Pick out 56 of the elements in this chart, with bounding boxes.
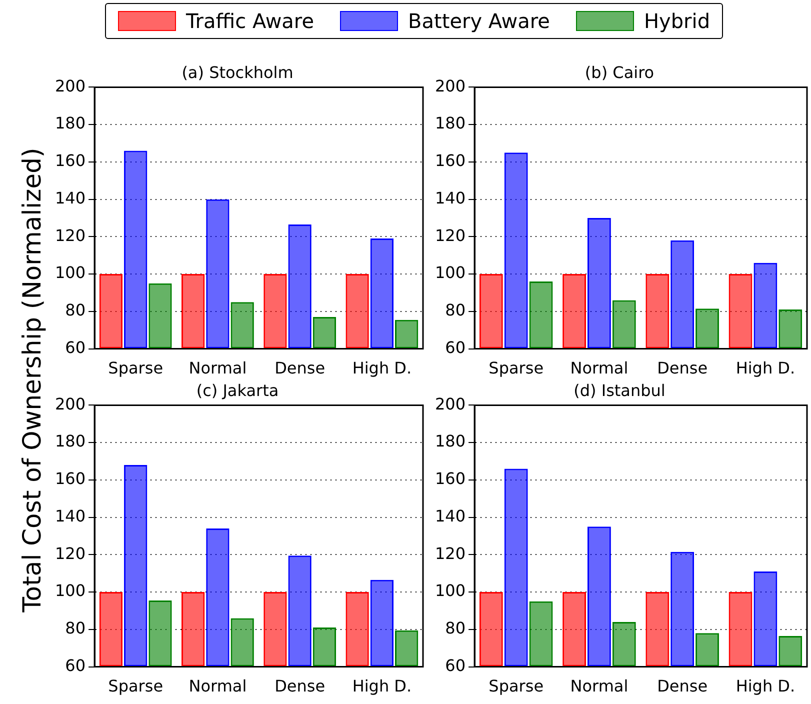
- x-tick-label: Dense: [657, 676, 708, 696]
- y-tick-label: 80: [65, 618, 86, 638]
- y-tick-label: 180: [54, 432, 86, 451]
- chart-title: (c) Jakarta: [196, 380, 279, 400]
- y-tick-label: 120: [54, 544, 86, 563]
- x-tick-label: Dense: [274, 358, 326, 378]
- x-tick-label: Normal: [188, 358, 247, 378]
- y-tick-label: 140: [54, 506, 86, 526]
- legend-label: Battery Aware: [408, 9, 550, 33]
- y-tick-label: 140: [434, 506, 466, 526]
- y-tick-label: 60: [65, 338, 86, 357]
- y-tick-label: 60: [445, 338, 466, 357]
- y-tick-label: 200: [434, 394, 466, 414]
- y-tick-label: 80: [445, 300, 466, 320]
- y-tick-label: 140: [434, 188, 466, 208]
- y-tick-label: 160: [434, 151, 466, 170]
- y-tick-label: 180: [54, 114, 86, 133]
- y-tick-label: 80: [445, 618, 466, 638]
- y-tick-label: 120: [434, 544, 466, 563]
- x-tick-label: High D.: [352, 358, 412, 378]
- x-tick-label: Sparse: [488, 676, 544, 696]
- y-tick-label: 180: [434, 114, 466, 133]
- x-tick-label: Sparse: [108, 358, 164, 378]
- x-tick-label: Sparse: [108, 676, 164, 696]
- chart-title: (b) Cairo: [584, 62, 654, 82]
- y-tick-label: 100: [54, 581, 86, 600]
- y-tick-label: 160: [434, 469, 466, 488]
- y-tick-label: 80: [65, 300, 86, 320]
- y-tick-label: 120: [434, 226, 466, 245]
- y-tick-label: 160: [54, 469, 86, 488]
- y-tick-label: 200: [54, 76, 86, 96]
- chart-title: (a) Stockholm: [182, 62, 294, 82]
- y-tick-label: 180: [434, 432, 466, 451]
- chart-title: (d) Istanbul: [574, 380, 666, 400]
- y-tick-label: 160: [54, 151, 86, 170]
- x-tick-label: Dense: [274, 676, 326, 696]
- y-tick-label: 200: [434, 76, 466, 96]
- y-tick-label: 200: [54, 394, 86, 414]
- y-tick-label: 100: [434, 263, 466, 282]
- y-tick-label: 120: [54, 226, 86, 245]
- x-tick-label: Normal: [570, 676, 628, 696]
- x-tick-label: Dense: [657, 358, 708, 378]
- x-tick-label: High D.: [736, 676, 796, 696]
- x-tick-label: High D.: [352, 676, 412, 696]
- y-axis-title: Total Cost of Ownership (Normalized): [18, 148, 46, 612]
- y-tick-label: 140: [54, 188, 86, 208]
- legend-label: Traffic Aware: [186, 9, 314, 33]
- y-tick-label: 60: [445, 656, 466, 675]
- y-tick-label: 100: [54, 263, 86, 282]
- legend-label: Hybrid: [644, 9, 710, 33]
- y-tick-label: 60: [65, 656, 86, 675]
- x-tick-label: Normal: [188, 676, 247, 696]
- x-tick-label: Normal: [570, 358, 628, 378]
- y-tick-label: 100: [434, 581, 466, 600]
- x-tick-label: High D.: [736, 358, 796, 378]
- x-tick-label: Sparse: [488, 358, 544, 378]
